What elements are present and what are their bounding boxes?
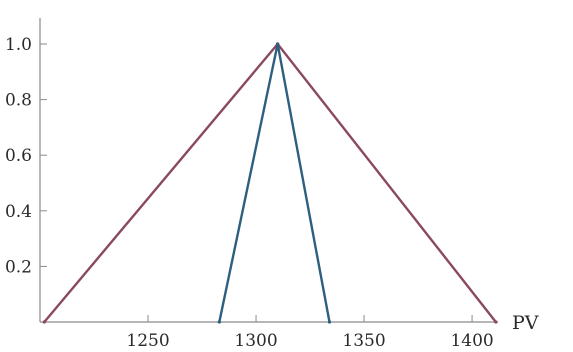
- x-axis-label: PV: [512, 312, 539, 334]
- x-tick-label: 1300: [234, 331, 277, 351]
- x-ticks: 1250 1300 1350 1400: [126, 315, 494, 351]
- x-tick-label: 1350: [342, 331, 385, 351]
- y-tick-label: 0.2: [5, 257, 32, 277]
- y-ticks: 0.2 0.4 0.6 0.8 1.0: [5, 35, 47, 277]
- series-2-point: [327, 320, 332, 324]
- y-tick-label: 0.6: [5, 146, 32, 166]
- y-tick-label: 0.8: [5, 91, 32, 111]
- x-tick-label: 1400: [450, 331, 493, 351]
- series-1-point: [42, 320, 46, 324]
- series-1-point: [494, 320, 498, 324]
- series-layer: [42, 42, 498, 324]
- axes: [39, 18, 498, 323]
- y-tick-label: 0.4: [5, 202, 32, 222]
- series-2-point: [276, 42, 280, 46]
- series-2-point: [217, 320, 221, 324]
- x-tick-label: 1250: [126, 331, 169, 351]
- y-tick-label: 1.0: [5, 35, 32, 55]
- series-line-2: [218, 43, 331, 323]
